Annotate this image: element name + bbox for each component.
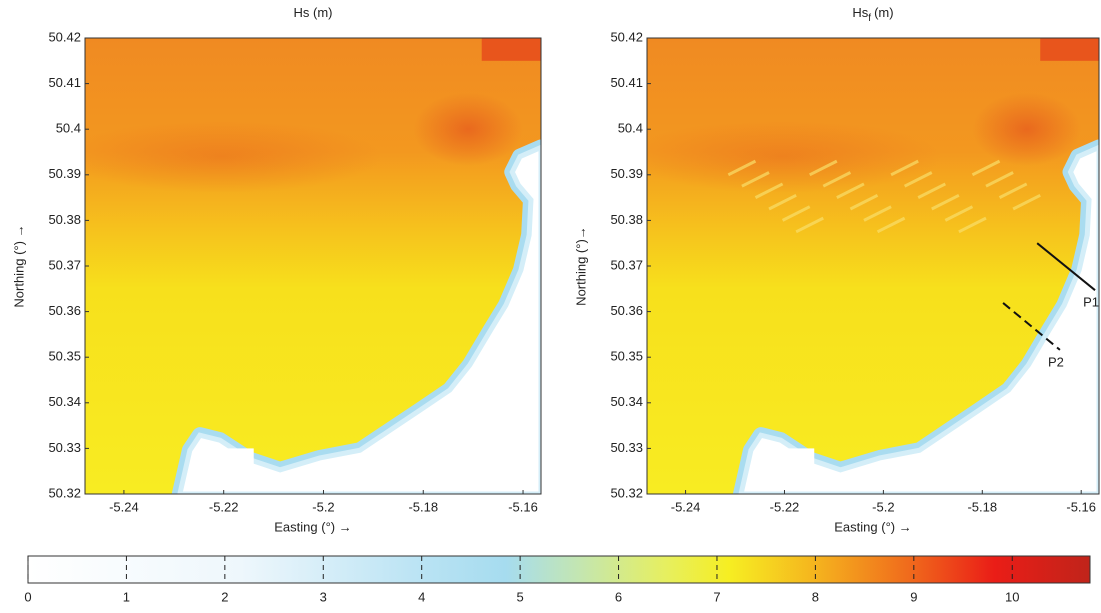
hot-spot — [647, 120, 941, 194]
hot-spot — [413, 92, 523, 166]
wave-field — [85, 38, 541, 494]
y-tick-label: 50.4 — [618, 121, 643, 136]
ripple — [1012, 193, 1041, 211]
ripple — [822, 171, 852, 188]
y-tick-label: 50.4 — [56, 121, 81, 136]
x-tick-label: -5.22 — [770, 499, 800, 514]
hot-spot — [972, 92, 1081, 166]
y-tick-label: 50.42 — [48, 29, 81, 44]
x-tick-label: -5.16 — [1066, 499, 1096, 514]
x-tick-label: -5.24 — [671, 499, 701, 514]
ripple — [985, 171, 1014, 188]
land — [177, 144, 541, 494]
transect — [1036, 242, 1096, 291]
ripple — [741, 171, 770, 188]
y-tick-label: 50.32 — [48, 485, 81, 500]
x-axis-label: Easting (°) → — [274, 519, 351, 534]
bay-land — [760, 448, 815, 476]
colorbar-tick-label: 4 — [418, 589, 425, 604]
ripple — [727, 159, 757, 177]
y-tick-label: 50.39 — [48, 166, 81, 181]
ripple — [863, 205, 892, 222]
title-main: Hs — [852, 5, 868, 20]
y-tick-label: 50.35 — [48, 349, 81, 364]
ripple — [917, 182, 946, 199]
y-tick-label: 50.41 — [48, 75, 81, 90]
y-tick-label: 50.36 — [610, 303, 643, 318]
transect-label: P2 — [1048, 354, 1064, 369]
colorbar-tick-label: 3 — [320, 589, 327, 604]
colorbar-tick-label: 10 — [1005, 589, 1019, 604]
colorbar-tick-label: 0 — [24, 589, 31, 604]
transect — [1002, 302, 1061, 351]
colorbar-tick-label: 6 — [615, 589, 622, 604]
y-tick-label: 50.37 — [610, 257, 643, 272]
x-tick-label: -5.16 — [508, 499, 538, 514]
ripple — [998, 182, 1028, 199]
hot-corner — [1040, 38, 1099, 61]
panel-title: Hsf (m) — [852, 5, 893, 23]
ripple — [971, 159, 1001, 177]
ripple — [754, 182, 784, 199]
hot-spot — [85, 120, 382, 194]
colorbar-tick-label: 9 — [910, 589, 917, 604]
y-tick-label: 50.39 — [610, 166, 643, 181]
colorbar-tick-label: 1 — [123, 589, 130, 604]
x-tick-label: -5.18 — [408, 499, 438, 514]
y-tick-label: 50.35 — [610, 349, 643, 364]
y-axis-label: Northing (°) → — [11, 224, 26, 307]
y-tick-label: 50.34 — [48, 394, 81, 409]
map-panel: Hs (m) 50.32 50.33 50.34 50.35 50.36 50.37 50.3… — [11, 5, 542, 534]
bay-land — [199, 448, 254, 476]
y-tick-label: 50.33 — [610, 440, 643, 455]
title-unit: (m) — [874, 5, 894, 20]
panel-title: Hs (m) — [294, 5, 333, 20]
ripple — [795, 216, 824, 234]
ripple — [836, 182, 865, 199]
transect-label: P1 — [1083, 295, 1099, 310]
colorbar: 0 1 2 3 4 5 6 7 8 9 10 — [24, 555, 1091, 604]
ripple — [768, 193, 797, 211]
ripple — [931, 193, 960, 211]
hot-corner — [481, 38, 541, 61]
title-subscript: f — [868, 13, 871, 24]
x-tick-label: -5.2 — [872, 499, 894, 514]
y-axis-label: Northing (°)→ — [573, 226, 588, 306]
y-tick-label: 50.41 — [610, 75, 643, 90]
ripple — [958, 216, 987, 234]
x-tick-label: -5.2 — [312, 499, 334, 514]
ripple — [876, 216, 906, 234]
x-tick-label: -5.24 — [109, 499, 139, 514]
y-tick-label: 50.33 — [48, 440, 81, 455]
y-tick-label: 50.34 — [610, 394, 643, 409]
ripple — [903, 171, 933, 188]
y-tick-label: 50.36 — [48, 303, 81, 318]
ripple — [944, 205, 974, 222]
land — [738, 144, 1099, 494]
colorbar-tick-label: 5 — [517, 589, 524, 604]
ripple — [809, 159, 838, 177]
y-tick-label: 50.38 — [48, 212, 81, 227]
title-main: Hs (m) — [294, 5, 333, 20]
colorbar-bar — [27, 555, 1091, 584]
y-tick-label: 50.38 — [610, 212, 643, 227]
colorbar-tick-label: 2 — [221, 589, 228, 604]
y-tick-label: 50.37 — [48, 257, 81, 272]
ripple — [781, 205, 811, 222]
x-axis-label: Easting (°) → — [834, 519, 911, 534]
map-panel: Hsf (m) 50.32 50.33 50.34 50.35 50.36 50.37 50.3… — [573, 5, 1100, 534]
x-tick-label: -5.18 — [967, 499, 997, 514]
ripple — [849, 193, 879, 211]
wave-field — [647, 38, 1099, 494]
y-tick-label: 50.32 — [610, 485, 643, 500]
x-tick-label: -5.22 — [209, 499, 239, 514]
colorbar-tick-label: 7 — [713, 589, 720, 604]
colorbar-tick-label: 8 — [812, 589, 819, 604]
y-tick-label: 50.42 — [610, 29, 643, 44]
ripple — [890, 159, 919, 177]
